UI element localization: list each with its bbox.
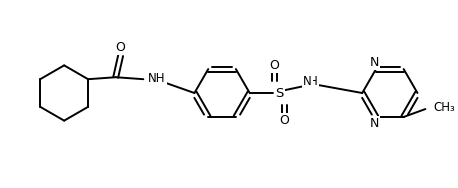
Text: N: N bbox=[303, 75, 312, 88]
Text: N: N bbox=[369, 117, 379, 130]
Text: S: S bbox=[275, 86, 284, 99]
Text: O: O bbox=[269, 59, 279, 72]
Text: NH: NH bbox=[148, 72, 166, 85]
Text: O: O bbox=[279, 114, 289, 127]
Text: CH₃: CH₃ bbox=[433, 101, 455, 114]
Text: H: H bbox=[309, 75, 318, 88]
Text: N: N bbox=[369, 56, 379, 69]
Text: O: O bbox=[116, 41, 125, 54]
